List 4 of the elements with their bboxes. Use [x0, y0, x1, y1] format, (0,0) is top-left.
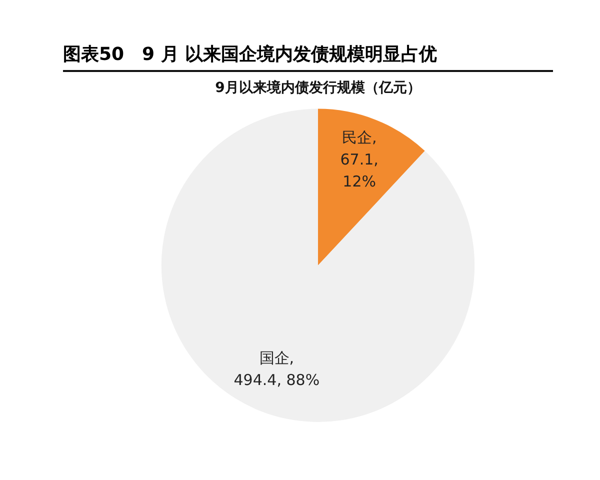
slice-label: 民企, 67.1, 12% [340, 128, 378, 190]
chart-title: 图表50 9 月 以来国企境内发债规模明显占优 [63, 42, 553, 72]
chart-subtitle: 9月以来境内债发行规模（亿元） [215, 79, 421, 96]
slice-label: 国企, 494.4, 88% [234, 349, 320, 390]
